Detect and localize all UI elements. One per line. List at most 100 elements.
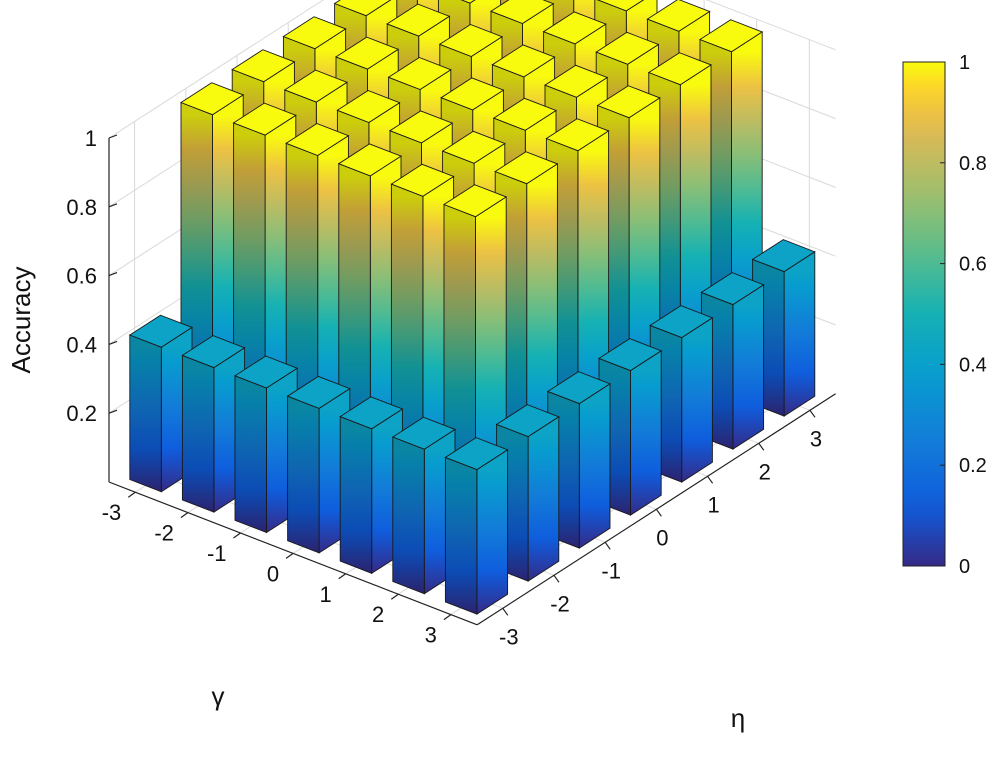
bar-top-face (337, 143, 402, 177)
bar-top-face (336, 89, 401, 124)
bar-top-face (386, 3, 451, 37)
z-tick-label: 1 (85, 126, 97, 151)
bar-front-face (681, 316, 713, 483)
bar-top-face (128, 314, 193, 348)
bar-side-face (392, 436, 425, 595)
z-tick-mark (108, 134, 118, 139)
bar-top-face (391, 416, 456, 450)
bar-top-face (545, 118, 610, 152)
z-tick-mark (108, 340, 118, 345)
bar-side-face (129, 334, 162, 493)
bar-top-face (441, 130, 506, 164)
gamma-tick-mark (443, 614, 452, 621)
bar-top-face (286, 375, 351, 409)
z-tick-mark (108, 409, 118, 414)
floor-axes: -3 -2 -1 0 1 2 3 -3 -2 -1 0 1 2 3 (102, 393, 836, 649)
eta-tick-label: -2 (550, 591, 570, 616)
eta-tick-mark (809, 409, 816, 418)
bar-top-face (647, 52, 712, 86)
bar-top-face (546, 371, 611, 405)
gamma-tick-label: -1 (207, 541, 227, 566)
bar-top-face (283, 69, 348, 103)
z-tick-label: 0.4 (66, 332, 97, 357)
bar-top-face (649, 305, 714, 339)
eta-tick-mark (553, 574, 560, 583)
gamma-tick-label: 3 (425, 623, 437, 648)
z-tick-label: 0.2 (66, 401, 97, 426)
bar-top-face (181, 335, 246, 369)
gamma-tick-mark (338, 573, 347, 580)
z-tick-mark (108, 272, 118, 277)
bar-top-face (492, 97, 557, 131)
colorbar-tick-label: 0 (959, 556, 970, 578)
colorbar-gradient (902, 61, 946, 567)
eta-tick-label: -3 (499, 624, 519, 649)
eta-tick-label: 2 (759, 459, 771, 484)
eta-tick-mark (604, 541, 611, 550)
bar-top-face (598, 338, 663, 372)
bar-top-face (333, 0, 392, 17)
gamma-tick-mark (390, 593, 399, 600)
bar-top-face (494, 151, 559, 185)
bar-top-face (460, 0, 476, 4)
bar-top-face (699, 19, 764, 53)
bar-top-face (339, 396, 404, 430)
bar-top-face (234, 355, 299, 389)
eta-tick-label: -1 (601, 558, 621, 583)
bar-front-face (527, 415, 560, 582)
gamma-tick-label: 1 (319, 582, 331, 607)
gamma-axis-label: γ (212, 681, 225, 711)
bar-side-face (234, 375, 267, 534)
bar-top-face (646, 0, 711, 32)
gamma-tick-mark (127, 491, 136, 498)
bar-top-face (232, 102, 297, 136)
bar-side-face (444, 456, 478, 615)
colorbar-tick-label: 0.4 (959, 354, 987, 376)
bar-top-face (544, 64, 609, 98)
bar-side-face (287, 395, 320, 554)
bar-front-face (578, 382, 611, 549)
bar-front-face (783, 250, 816, 417)
eta-tick-label: 1 (707, 492, 719, 517)
gamma-tick-label: -2 (154, 521, 174, 546)
bar-top-face (180, 82, 245, 116)
bar-front-face (476, 448, 509, 615)
colorbar: 0 0.2 0.4 0.6 0.8 1 (902, 52, 987, 578)
eta-tick-label: 3 (810, 426, 822, 451)
colorbar-tick-label: 1 (959, 52, 970, 74)
colorbar-tick-label: 0.8 (959, 153, 987, 175)
bar (444, 437, 509, 615)
gamma-tick-mark (285, 552, 294, 559)
eta-tick-mark (655, 508, 662, 517)
z-tick-mark (108, 203, 118, 208)
eta-tick-mark (758, 442, 765, 451)
bar-top-face (700, 272, 765, 306)
bar-top-face (542, 11, 607, 45)
bar-top-face (438, 23, 503, 58)
bar-top-face (490, 0, 555, 25)
bar-side-face (339, 415, 373, 574)
eta-tick-label: 0 (656, 525, 668, 550)
gamma-tick-mark (180, 512, 189, 519)
z-tick-label: 0.6 (66, 264, 97, 289)
bar-top-face (387, 56, 452, 91)
bar-top-face (495, 404, 560, 438)
bar-front-face (732, 283, 765, 450)
z-axis-label: Accuracy (6, 267, 36, 374)
gamma-tick-label: 2 (372, 602, 384, 627)
gamma-tick-label: -3 (102, 500, 122, 525)
bar-top-face (390, 163, 455, 197)
bar-top-face (443, 184, 508, 218)
bar-top-face (440, 77, 505, 111)
colorbar-tick-label: 0.2 (959, 455, 987, 477)
gamma-tick-label: 0 (267, 561, 279, 586)
bar (546, 371, 611, 549)
z-tick-label: 0.8 (66, 195, 97, 220)
bar-top-face (282, 16, 347, 50)
bar-top-face (596, 85, 661, 119)
bar-top-face (389, 110, 454, 144)
bars (128, 0, 816, 615)
bar-top-face (491, 44, 556, 78)
